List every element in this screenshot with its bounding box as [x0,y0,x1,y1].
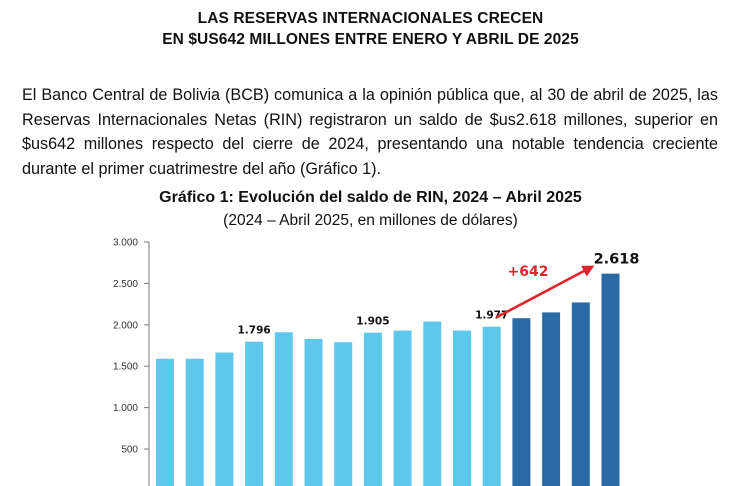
bar [185,358,204,486]
headline-line-1: LAS RESERVAS INTERNACIONALES CRECEN [197,10,544,27]
y-tick-label: 3.000 [113,238,138,249]
rin-bar-chart: 3.000 2.500 2.000 1.500 1.000 500 1.796 1.905 1.… [113,238,640,486]
y-tick-label: 1.500 [113,362,138,373]
growth-annotation: +642 [508,264,549,280]
bar [571,302,590,486]
y-tick-label: 2.500 [113,279,138,290]
bar [156,358,174,486]
y-tick-label: 2.000 [113,320,138,331]
body-paragraph: El Banco Central de Bolivia (BCB) comuni… [22,86,718,178]
headline-line-2: EN $US642 MILLONES ENTRE ENERO Y ABRIL D… [162,31,579,48]
growth-arrow-line [496,267,590,319]
bar [423,321,442,486]
bar [542,312,561,486]
chart-title: Gráfico 1: Evolución del saldo de RIN, 2… [159,189,582,206]
growth-arrowhead [581,265,595,277]
bar [334,342,353,486]
data-label: 2.618 [594,252,640,268]
bar [482,326,501,486]
bar [245,341,264,486]
data-label: 1.905 [356,316,389,328]
bar [601,273,620,486]
y-tick-label: 500 [121,445,138,456]
bar [512,318,531,486]
bar [304,338,323,486]
data-label: 1.796 [237,325,270,337]
chart-subtitle: (2024 – Abril 2025, en millones de dólar… [223,212,518,229]
bar [215,352,234,486]
y-tick-label: 1.000 [113,403,138,414]
bar [363,332,382,486]
bar [453,330,471,486]
bar [393,330,412,486]
data-label: 1.977 [475,310,508,322]
bar [274,332,293,486]
